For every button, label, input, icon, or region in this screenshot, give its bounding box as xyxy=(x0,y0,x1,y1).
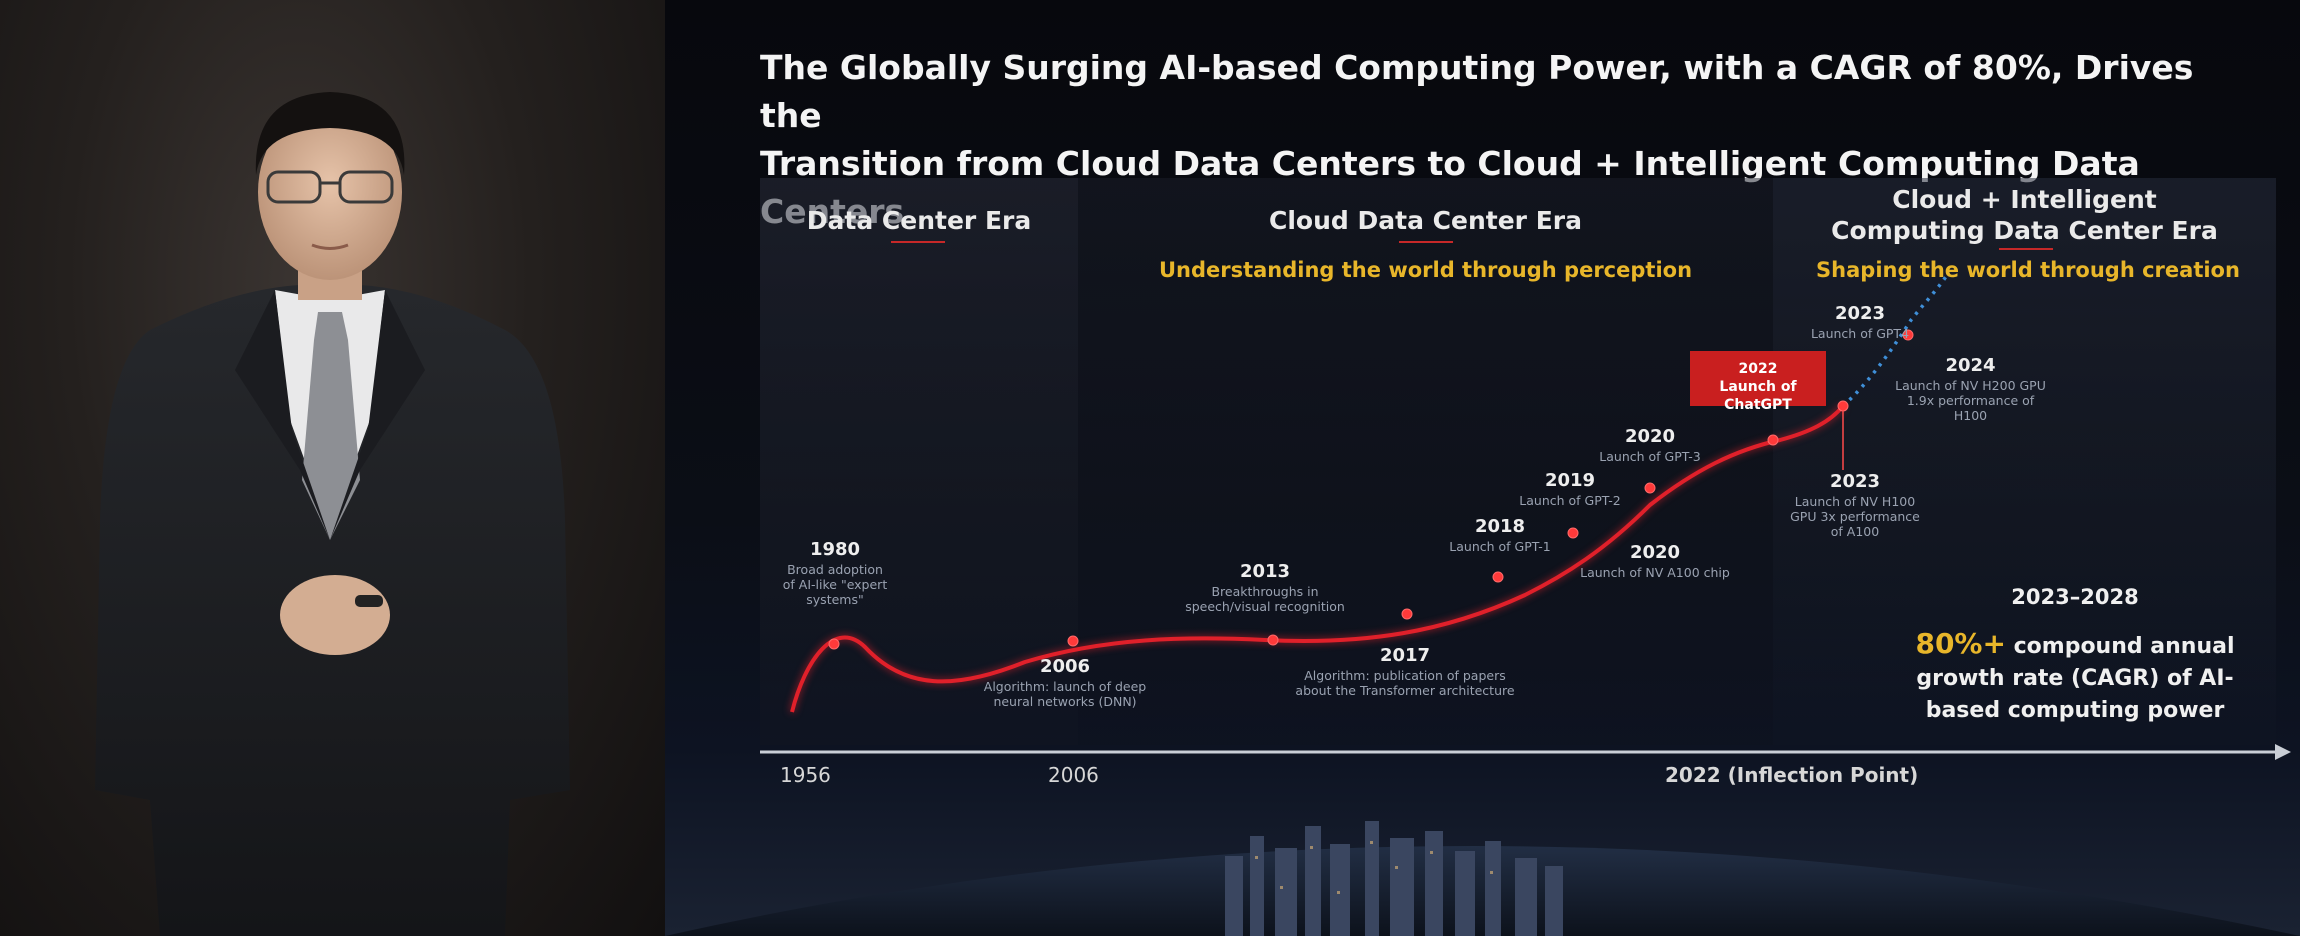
cagr-statement: 80%+ compound annual growth rate (CAGR) … xyxy=(1855,628,2295,727)
event-desc: Algorithm: publication of papers about t… xyxy=(1295,668,1515,698)
event-dot-2013 xyxy=(1267,634,1279,646)
era-subtitle-intelligent: Shaping the world through creation xyxy=(1816,258,2240,282)
slide-title-line-1: The Globally Surging AI-based Computing … xyxy=(760,48,2194,135)
era-title-intelligent-line-1: Cloud + Intelligent xyxy=(1892,185,2157,214)
event-badge-chatgpt: 2022 Launch of ChatGPT xyxy=(1690,351,1826,413)
event-desc: Launch of ChatGPT xyxy=(1719,379,1797,413)
cagr-period: 2023–2028 xyxy=(2011,585,2139,609)
event-desc: Launch of GPT-2 xyxy=(1519,493,1621,508)
era-title-cloud: Cloud Data Center Era xyxy=(1269,206,1582,235)
event-desc: Algorithm: launch of deep neural network… xyxy=(983,679,1147,709)
event-year: 2006 xyxy=(1039,656,1091,677)
event-desc: Launch of GPT-1 xyxy=(1449,539,1551,554)
cagr-highlight: 80%+ xyxy=(1915,627,2006,660)
era-underline xyxy=(1999,248,2053,250)
event-year: 2020 xyxy=(1624,426,1676,447)
event-2017: 2017 Algorithm: publication of papers ab… xyxy=(1285,644,1525,698)
event-desc: Breakthroughs in speech/visual recogniti… xyxy=(1185,584,1345,614)
event-2018: 2018 Launch of GPT-1 xyxy=(1425,515,1575,554)
era-panel-intelligent xyxy=(1773,178,2276,745)
speaker-panel xyxy=(0,0,665,936)
event-2013: 2013 Breakthroughs in speech/visual reco… xyxy=(1185,560,1345,614)
event-desc: Launch of NV H100 GPU 3x performance of … xyxy=(1790,494,1920,539)
event-year: 2022 xyxy=(1738,361,1778,377)
presentation-slide: The Globally Surging AI-based Computing … xyxy=(665,0,2300,936)
event-dot-2019 xyxy=(1567,527,1579,539)
era-panel-cloud xyxy=(1078,178,1773,745)
event-2023-h100: 2023 Launch of NV H100 GPU 3x performanc… xyxy=(1785,470,1925,539)
event-2020-nv-a100: 2020 Launch of NV A100 chip xyxy=(1570,541,1740,580)
era-title-intelligent: Cloud + Intelligent Computing Data Cente… xyxy=(1773,184,2276,246)
era-title-intelligent-line-2: Computing Data Center Era xyxy=(1831,216,2218,245)
growth-curve xyxy=(760,274,2291,760)
event-2019: 2019 Launch of GPT-2 xyxy=(1495,469,1645,508)
cagr-text-line-1: compound annual xyxy=(2005,634,2235,659)
cagr-text-line-3: based computing power xyxy=(1925,698,2225,723)
era-title-data-center: Data Center Era xyxy=(806,206,1032,235)
forecast-curve-line xyxy=(1841,274,1949,408)
event-dot-2023-gpt4 xyxy=(1902,329,1914,341)
event-desc: Launch of GPT-3 xyxy=(1599,449,1701,464)
event-2023-gpt4: 2023 Launch of GPT4 xyxy=(1805,302,1915,341)
event-dot-2020-nv-a100 xyxy=(1644,482,1656,494)
event-desc: Launch of GPT4 xyxy=(1810,326,1910,341)
growth-curve-line xyxy=(790,404,1845,713)
era-subtitle-cloud: Understanding the world through percepti… xyxy=(1158,258,1693,282)
event-dot-1980 xyxy=(828,638,840,650)
axis-label-mid: 2006 xyxy=(1048,763,1099,787)
axis-label-inflection: 2022 (Inflection Point) xyxy=(1665,763,1919,787)
event-year: 2020 xyxy=(1629,542,1681,563)
event-desc: Launch of NV H200 GPU 1.9x performance o… xyxy=(1895,378,2046,423)
event-desc: Broad adoption of AI-like "expert system… xyxy=(782,562,888,607)
event-2006: 2006 Algorithm: launch of deep neural ne… xyxy=(965,655,1165,709)
cagr-text-line-2: growth rate (CAGR) of AI- xyxy=(1916,666,2234,691)
event-dot-2017 xyxy=(1401,608,1413,620)
era-underline xyxy=(1399,241,1453,243)
speaker-figure xyxy=(95,92,570,936)
event-desc: Launch of NV A100 chip xyxy=(1580,565,1730,580)
era-underline xyxy=(891,241,945,243)
era-panel-data-center xyxy=(760,178,1078,745)
event-2020-gpt3: 2020 Launch of GPT-3 xyxy=(1575,425,1725,464)
event-year: 2024 xyxy=(1945,355,1996,376)
event-year: 2013 xyxy=(1239,561,1291,582)
event-dot-2006 xyxy=(1067,635,1079,647)
event-year: 2023 xyxy=(1834,303,1886,324)
event-year: 2019 xyxy=(1544,470,1596,491)
event-2024-h200: 2024 Launch of NV H200 GPU 1.9x performa… xyxy=(1893,354,2048,423)
event-year: 1980 xyxy=(809,539,861,560)
timeline-arrow xyxy=(2275,744,2291,760)
event-dot-2022 xyxy=(1767,434,1779,446)
axis-label-start: 1956 xyxy=(780,763,831,787)
event-1980: 1980 Broad adoption of AI-like "expert s… xyxy=(780,538,890,607)
city-skyline-image xyxy=(665,821,2300,936)
event-year: 2023 xyxy=(1829,471,1881,492)
event-year: 2017 xyxy=(1379,645,1431,666)
event-dot-2018 xyxy=(1492,571,1504,583)
event-dot-2023-h100 xyxy=(1837,400,1849,412)
event-year: 2018 xyxy=(1474,516,1526,537)
